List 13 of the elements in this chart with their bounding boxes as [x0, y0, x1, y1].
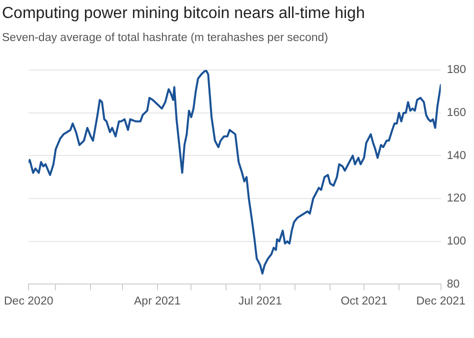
y-tick-label: 160	[446, 107, 466, 120]
x-tick-label: Apr 2021	[134, 295, 181, 308]
chart-title: Computing power mining bitcoin nears all-time high	[2, 5, 365, 23]
y-tick-label: 180	[446, 64, 466, 76]
y-tick-label: 80	[446, 278, 460, 290]
x-tick-label: Jul 2021	[238, 295, 282, 308]
x-tick-label: Dec 2021	[416, 295, 466, 308]
y-tick-label: 140	[446, 150, 466, 162]
y-tick-label: 100	[446, 236, 466, 248]
x-tick-label: Dec 2020	[4, 295, 54, 308]
chart-subtitle: Seven-day average of total hashrate (m terahashes per second)	[2, 32, 328, 44]
x-tick-label: Oct 2021	[340, 295, 388, 308]
y-tick-label: 120	[446, 192, 466, 205]
